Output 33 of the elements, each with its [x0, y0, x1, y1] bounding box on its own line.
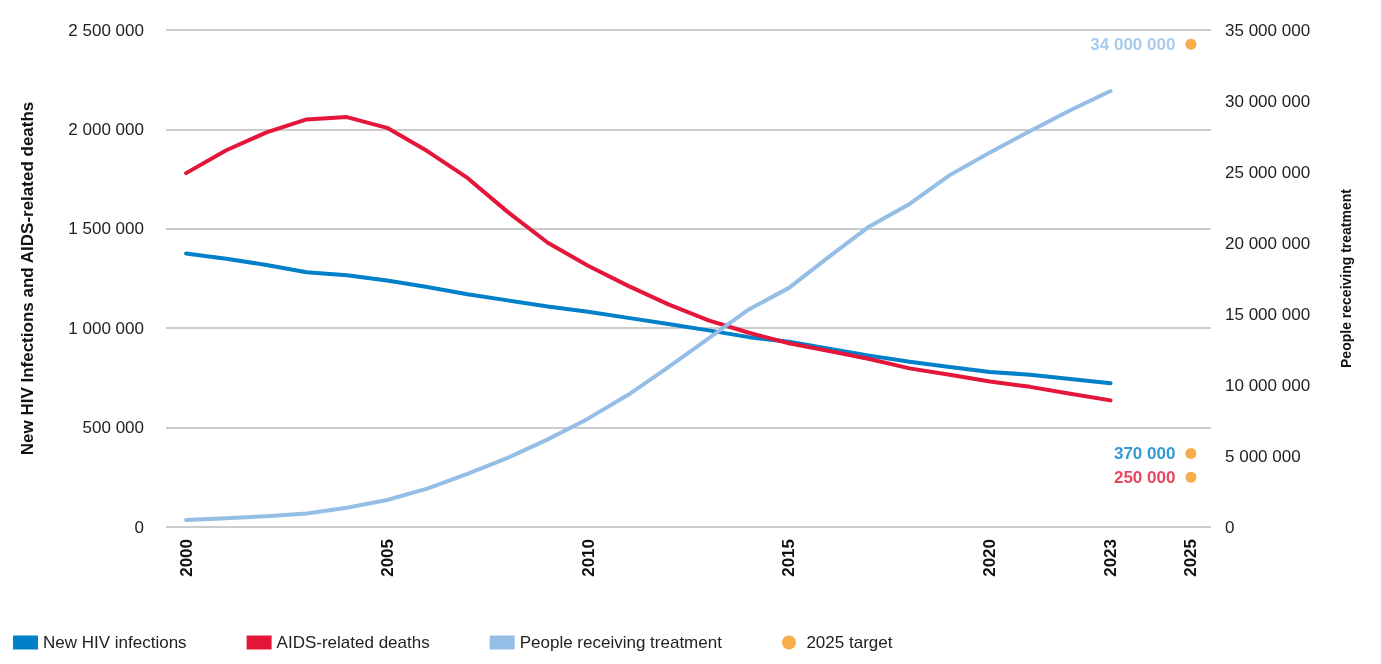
legend-label: New HIV infections	[43, 633, 187, 652]
line-series	[184, 115, 1113, 403]
legend-label: AIDS-related deaths	[276, 633, 430, 652]
x-tick-label: 2020	[980, 539, 1000, 577]
legend-label: 2025 target	[806, 633, 893, 652]
data-label: 34 000 000	[1090, 34, 1176, 54]
y2-tick-label: 5 000 000	[1225, 446, 1301, 466]
x-tick-label: 2023	[1101, 539, 1121, 577]
y2-tick-label: 25 000 000	[1225, 162, 1311, 182]
y2-axis-title: People receiving treatment	[1338, 188, 1354, 368]
line-series	[184, 251, 1113, 386]
y-tick-label: 0	[134, 517, 144, 537]
y2-tick-label: 35 000 000	[1225, 20, 1311, 40]
x-tick-label: 2005	[377, 539, 397, 577]
y-tick-label: 2 500 000	[68, 20, 144, 40]
y2-tick-label: 20 000 000	[1225, 233, 1311, 253]
y-tick-label: 2 000 000	[68, 119, 144, 139]
data-label: 370 000	[1113, 443, 1176, 463]
y-tick-label: 500 000	[82, 418, 144, 438]
y-tick-label: 1 000 000	[68, 318, 144, 338]
y2-tick-label: 0	[1225, 517, 1235, 537]
y2-tick-label: 10 000 000	[1225, 375, 1311, 395]
y-axis-title: New HIV Infections and AIDS-related deaths	[18, 101, 37, 456]
y-tick-label: 1 500 000	[68, 219, 144, 239]
legend-label: People receiving treatment	[519, 633, 723, 652]
data-label: 250 000	[1113, 467, 1176, 487]
x-tick-label: 2015	[779, 539, 799, 577]
y2-tick-label: 30 000 000	[1225, 91, 1311, 111]
y2-tick-label: 15 000 000	[1225, 304, 1311, 324]
x-tick-label: 2000	[176, 539, 196, 577]
x-tick-label: 2010	[578, 539, 598, 577]
x-tick-label: 2025	[1181, 539, 1201, 577]
line-series	[184, 89, 1113, 522]
